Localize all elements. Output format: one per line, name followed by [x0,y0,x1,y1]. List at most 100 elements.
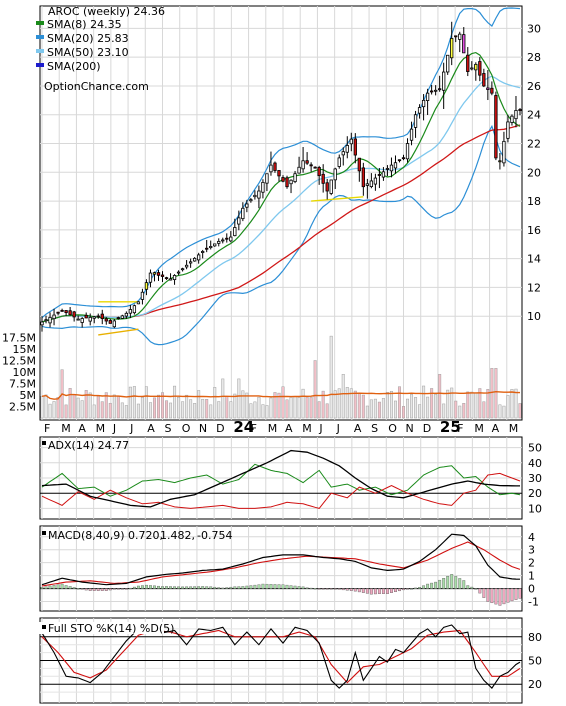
macd-histogram-bar [261,583,265,589]
candle-body [277,170,281,177]
macd-histogram-bar [281,584,285,589]
macd-histogram-bar [245,585,249,589]
month-axis-label: J [112,422,116,435]
macd-histogram-bar [325,588,329,590]
volume-bar [410,394,414,419]
macd-histogram-bar [104,588,108,591]
candle-body [100,313,104,320]
macd-histogram-bar [305,587,309,589]
candle-body [297,166,301,174]
candle-body [68,310,72,316]
legend-swatch [36,21,44,25]
volume-bar [454,400,458,419]
volume-tick-label: 17.5M [2,332,36,345]
candle-body [213,243,217,247]
macd-histogram-bar [418,587,422,589]
macd-histogram-bar [385,588,389,594]
candle-body [233,227,237,237]
volume-bar [205,399,209,419]
yellow-segment-line [311,196,364,202]
macd-histogram-bar [402,588,405,591]
volume-bar [450,387,454,419]
volume-bar [462,403,466,419]
price-tick-label: 22 [527,138,541,151]
volume-bar [201,398,205,419]
volume-bar [506,395,510,419]
volume-bar [273,392,277,419]
macd-histogram-bar [470,586,474,589]
macd-histogram-bar [277,584,281,589]
macd-histogram-bar [381,588,385,594]
macd-histogram-bar [514,588,518,600]
candle-body [333,168,337,181]
candle-body [56,311,60,314]
volume-bar [442,403,446,419]
volume-bar [285,399,289,419]
candle-body [502,140,506,164]
macd-histogram-bar [434,581,438,589]
month-axis-label: S [165,422,172,435]
volume-bar [289,397,293,419]
macd-histogram-bar [197,586,201,589]
candle-body [353,138,357,156]
volume-bar [430,388,434,419]
volume-bar [414,397,418,419]
candle-body [265,173,269,184]
macd-histogram-bar [157,585,160,589]
macd-histogram-bar [478,588,482,594]
volume-bar [321,390,325,419]
candle-body [124,312,129,317]
macd-histogram-bar [153,585,156,589]
volume-bar [56,397,60,419]
volume-tick-label: 7.5M [9,378,36,391]
volume-bar [124,405,128,419]
volume-bar [518,403,522,419]
macd-histogram-bar [349,588,353,591]
macd-histogram-bar [241,586,245,589]
candle-body [305,160,309,164]
macd-histogram-bar [44,586,48,589]
volume-bar [148,402,152,419]
macd-panel-frame [39,525,523,612]
year-axis-label: 25 [440,418,461,436]
candle-body [253,194,257,198]
candle-body [413,114,418,128]
macd-histogram-bar [390,588,393,593]
volume-bar [297,397,301,419]
candle-body [225,237,229,240]
month-axis-label: N [406,422,414,435]
candle-body [518,109,522,111]
price-tick-label: 14 [527,253,541,266]
candle-body [438,88,442,91]
volume-bar [249,403,253,419]
candle-body [301,160,305,170]
volume-bar [406,398,410,419]
month-axis-label: M [302,422,312,435]
volume-bar [305,396,309,419]
candle-body [369,180,374,188]
candle-body [180,268,185,271]
volume-tick-label: 2.5M [9,401,36,414]
volume-bar [514,388,518,419]
candle-body [64,310,68,314]
macd-histogram-bar [365,588,369,594]
volume-bar [277,392,281,419]
volume-bar [361,394,365,419]
month-axis-label: A [285,422,293,435]
volume-tick-label: 5M [20,389,37,402]
macd-histogram-bar [165,586,168,589]
month-axis-label: O [388,422,397,435]
volume-bar [225,396,229,419]
adx-line [41,449,520,508]
volume-bar [92,404,96,419]
month-axis-label: N [199,422,207,435]
volume-bar [233,393,237,419]
macd-histogram-bar [253,584,257,589]
candle-body [148,272,153,283]
volume-bar [181,401,185,419]
volume-bar [213,387,217,419]
macd-histogram-bar [76,588,80,590]
macd-histogram-bar [193,586,197,589]
month-axis-label: A [78,422,86,435]
